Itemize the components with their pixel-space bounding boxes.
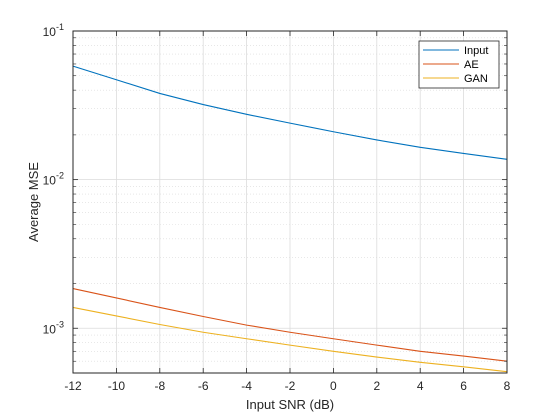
ticks: 10-1 10-2 10-3 -12 -10 -8 -6 -4 -2 0 2 4 6 8 — [43, 22, 511, 393]
x-tick-label: 8 — [504, 379, 511, 393]
x-tick-label: 0 — [330, 379, 337, 393]
x-axis-label: Input SNR (dB) — [246, 397, 334, 412]
legend-label-input: Input — [464, 45, 488, 57]
x-tick-label: 6 — [460, 379, 467, 393]
x-tick-label: -12 — [64, 379, 82, 393]
x-tick-label: -2 — [285, 379, 296, 393]
x-tick-label: 4 — [417, 379, 424, 393]
series-line-gan — [72, 306, 508, 373]
series-line-input — [72, 65, 508, 160]
legend-label-ae: AE — [464, 59, 479, 71]
x-tick-label: -6 — [198, 379, 209, 393]
series-group — [72, 65, 508, 373]
y-tick-label: 10-3 — [43, 319, 64, 336]
legend: Input AE GAN — [418, 40, 500, 89]
y-tick-label: 10-2 — [43, 171, 64, 188]
legend-label-gan: GAN — [464, 73, 488, 85]
y-tick-label: 10-1 — [43, 22, 64, 39]
y-axis-label: Average MSE — [26, 162, 41, 242]
grid — [72, 30, 508, 374]
x-tick-label: -4 — [241, 379, 252, 393]
x-tick-label: -10 — [108, 379, 126, 393]
x-tick-label: -8 — [154, 379, 165, 393]
series-line-ae — [72, 288, 508, 362]
x-tick-label: 2 — [373, 379, 380, 393]
